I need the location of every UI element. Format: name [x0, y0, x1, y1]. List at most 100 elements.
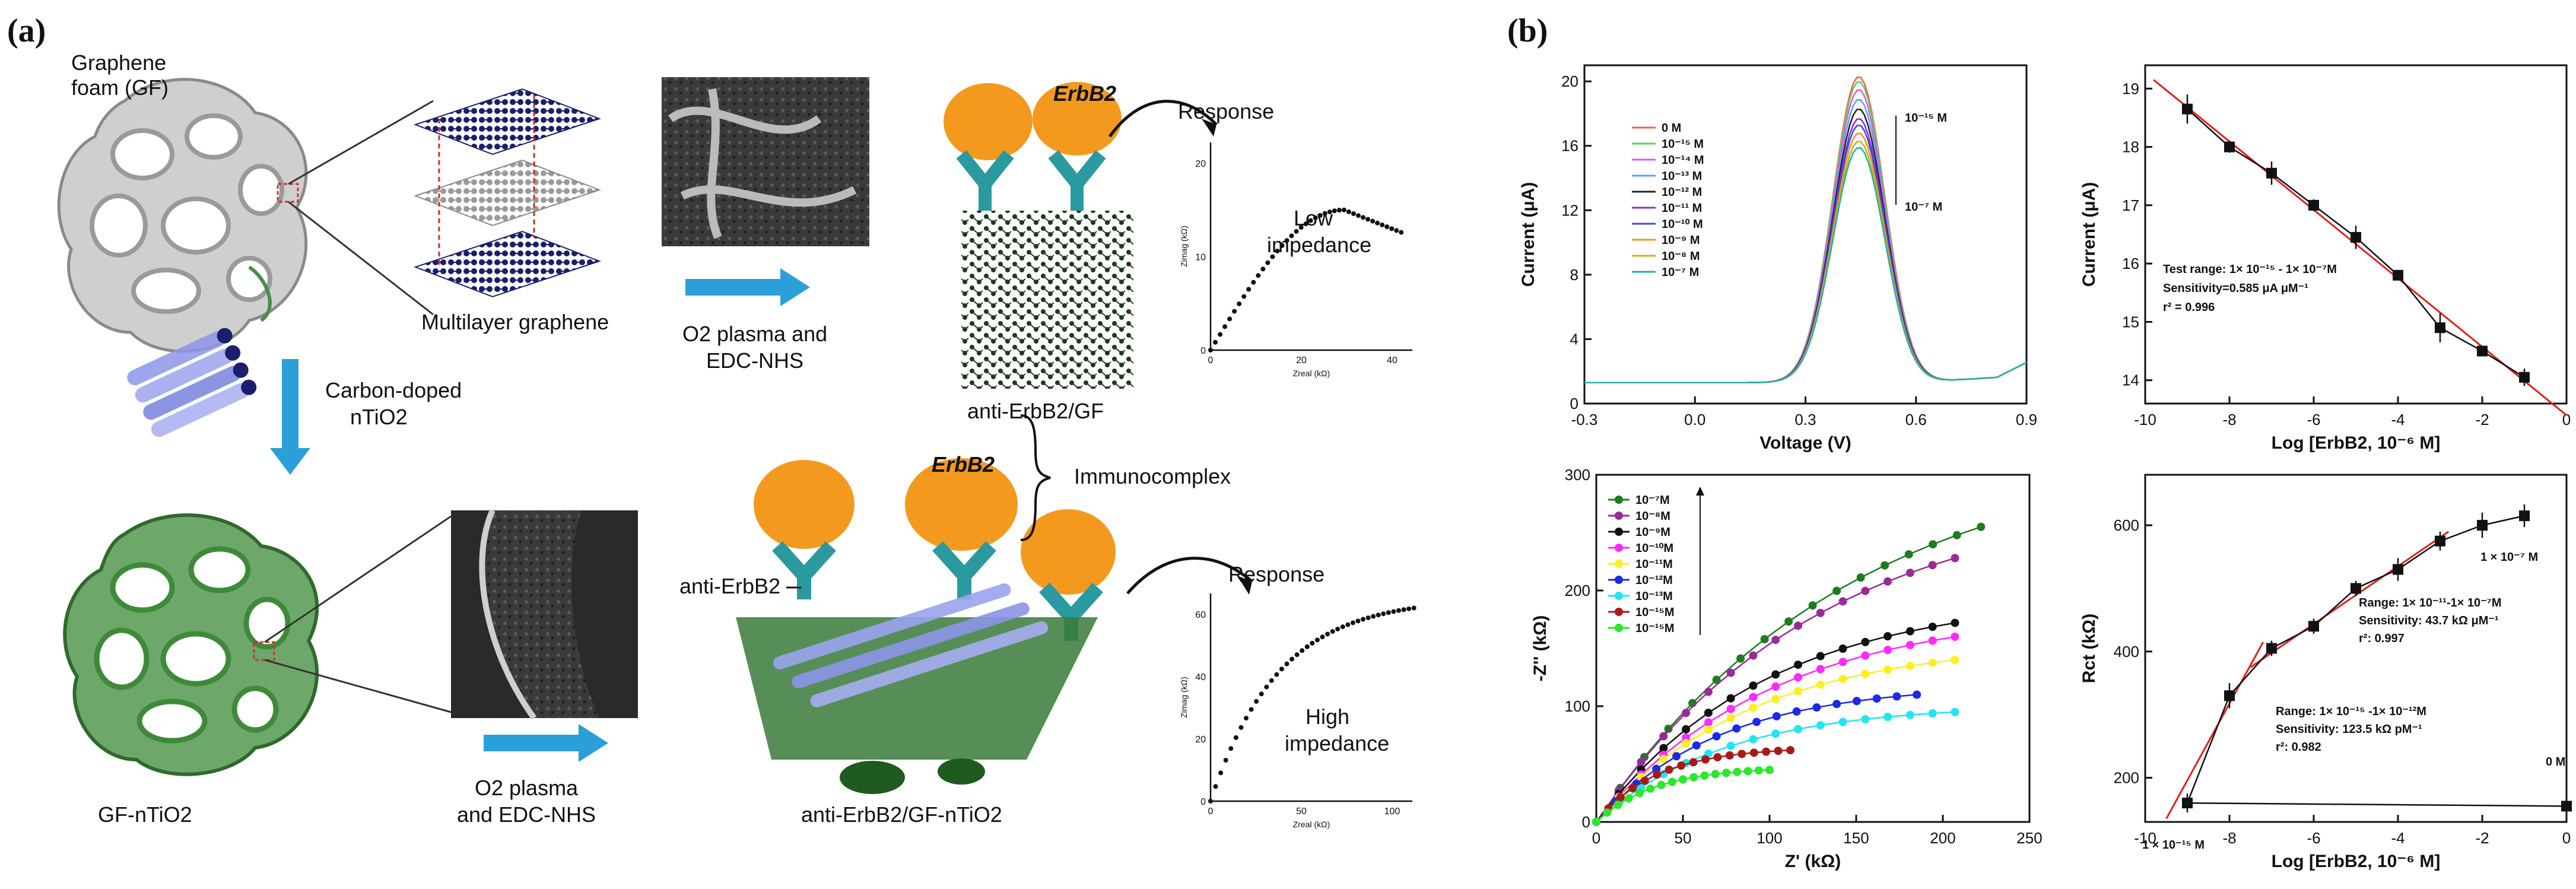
inset-point [1320, 634, 1325, 640]
nyquist-point [1628, 784, 1637, 793]
nyquist-point [1883, 577, 1892, 586]
plot-frame [2144, 64, 2568, 405]
nyquist-point [1951, 554, 1959, 563]
inset-point [1241, 294, 1247, 299]
inset-x-tick-label: 0 [1208, 355, 1214, 366]
legend-marker [1615, 512, 1623, 520]
legend-marker [1615, 496, 1623, 504]
nyquist-point [1772, 712, 1781, 720]
x-tick-label: 250 [2016, 829, 2042, 847]
inset-point [1335, 626, 1341, 631]
nyquist-point [1738, 750, 1746, 758]
data-point [2224, 690, 2235, 701]
y-tick-label: 4 [1570, 330, 1578, 348]
inset-point [1340, 624, 1345, 630]
calibration-annotation: Sensitivity=0.585 μA μM⁻¹ [2163, 282, 2308, 295]
inset-point [1279, 666, 1284, 672]
x-tick-label: -6 [2307, 829, 2320, 847]
inset-point [1260, 266, 1266, 272]
y-tick-label: 400 [2114, 643, 2139, 661]
nyquist-point [1816, 665, 1825, 674]
nyquist-point [1861, 715, 1870, 723]
inset-point [1300, 648, 1305, 653]
inset-point [1317, 212, 1323, 218]
point-label-top: 1 × 10⁻⁷ M [2480, 551, 2538, 564]
data-point [2561, 801, 2572, 812]
nyquist-point [1808, 601, 1817, 610]
nyquist-point [1832, 586, 1841, 595]
nyquist-point [1793, 687, 1802, 696]
annotation-low-range: Range: 1× 10⁻¹⁵ -1× 10⁻¹²M [2276, 705, 2426, 718]
inset-point [1279, 243, 1285, 248]
anti-erbb2-gf-ntio2-label: anti-ErbB2/GF-nTiO2 [801, 802, 1002, 827]
nyquist-point [1861, 669, 1870, 678]
nyquist-point [1613, 801, 1622, 809]
inset-point [1380, 222, 1385, 227]
data-point [2435, 322, 2445, 334]
o2-plasma-top-line1: O2 plasma and [682, 322, 827, 346]
nyquist-point [1951, 633, 1959, 641]
nyquist-point [1793, 661, 1802, 669]
nyquist-point [1711, 770, 1720, 779]
inset-point [1243, 716, 1249, 721]
nyquist-point [1692, 741, 1701, 750]
nyquist-point [1765, 766, 1774, 774]
inset-y-tick-label: 40 [1195, 672, 1206, 682]
plot-frame [1595, 474, 2031, 823]
nyquist-point [1713, 753, 1722, 762]
data-point [2182, 798, 2193, 809]
anti-erbb2-gf-illustration [944, 82, 1133, 389]
y-axis-label: -Z'' (kΩ) [1530, 615, 1550, 682]
nyquist-point [1640, 776, 1649, 785]
inset-point [1399, 230, 1404, 235]
inset-y-tick-label: 20 [1195, 735, 1206, 745]
x-tick-label: -2 [2475, 829, 2489, 847]
process-arrow-top [685, 268, 810, 306]
y-tick-label: 20 [1561, 72, 1578, 90]
nyquist-point [1793, 621, 1802, 630]
nyquist-curve [1596, 636, 1955, 823]
inset-point [1227, 316, 1233, 322]
nyquist-point [1659, 744, 1668, 753]
x-tick-label: 50 [1675, 829, 1692, 847]
process-arrow-down [270, 359, 310, 475]
inset-point [1361, 617, 1366, 622]
inset-point [1264, 684, 1269, 690]
nyquist-point [1852, 697, 1861, 706]
inset-y-tick-label: 20 [1195, 159, 1206, 169]
nyquist-inset-low-impedance: 0 20 40 0 10 20 Zreal (kΩ) Zimag (kΩ) [1179, 142, 1412, 378]
inset-point [1327, 209, 1332, 215]
nyquist-point [1726, 704, 1735, 713]
legend-label: 10⁻¹³ M [1662, 170, 1702, 183]
nyquist-point [1726, 713, 1735, 722]
dpv-calibration-chart: -10 -8 -6 -4 -2 0 14 15 16 17 18 19 Log [ErbB2, 10⁻⁶… [2079, 64, 2571, 453]
nyquist-point [1749, 681, 1758, 690]
inset-point [1233, 735, 1238, 740]
y-tick-label: 200 [1565, 582, 1590, 599]
inset-point [1341, 207, 1346, 212]
legend-marker [1615, 608, 1623, 616]
y-tick-label: 600 [2114, 516, 2139, 534]
inset-point [1351, 211, 1356, 217]
nyquist-point [1726, 694, 1735, 703]
nyquist-point [1749, 693, 1758, 701]
calibration-annotation: Test range: 1× 10⁻¹⁵ - 1× 10⁻⁷M [2163, 263, 2337, 276]
dpv-chart: -0.3 0.0 0.3 0.6 0.9 0 4 8 12 16 20 Voltage (V) Curr… [1519, 64, 2037, 453]
y-axis-label: Current (μA) [1519, 182, 1538, 287]
nyquist-point [1635, 789, 1644, 798]
sem-image-top [662, 77, 869, 246]
panel-b: (b) -0.3 0.0 0.3 0.6 0.9 0 4 8 12 16 20 Voltage (V)… [1507, 12, 2572, 871]
annotation-high-range: r²: 0.997 [2359, 632, 2405, 645]
nyquist-point [1712, 732, 1721, 741]
inset-point [1411, 605, 1416, 611]
x-tick-label: 0.9 [2016, 411, 2037, 428]
nyquist-point [1704, 709, 1713, 717]
inset-point [1396, 608, 1402, 613]
nyquist-point [1771, 682, 1780, 691]
data-point [2477, 345, 2488, 357]
fit-line-low [2165, 642, 2264, 820]
fit-line-high [2250, 531, 2450, 668]
nyquist-point [1726, 741, 1735, 750]
nyquist-point [1657, 780, 1666, 789]
